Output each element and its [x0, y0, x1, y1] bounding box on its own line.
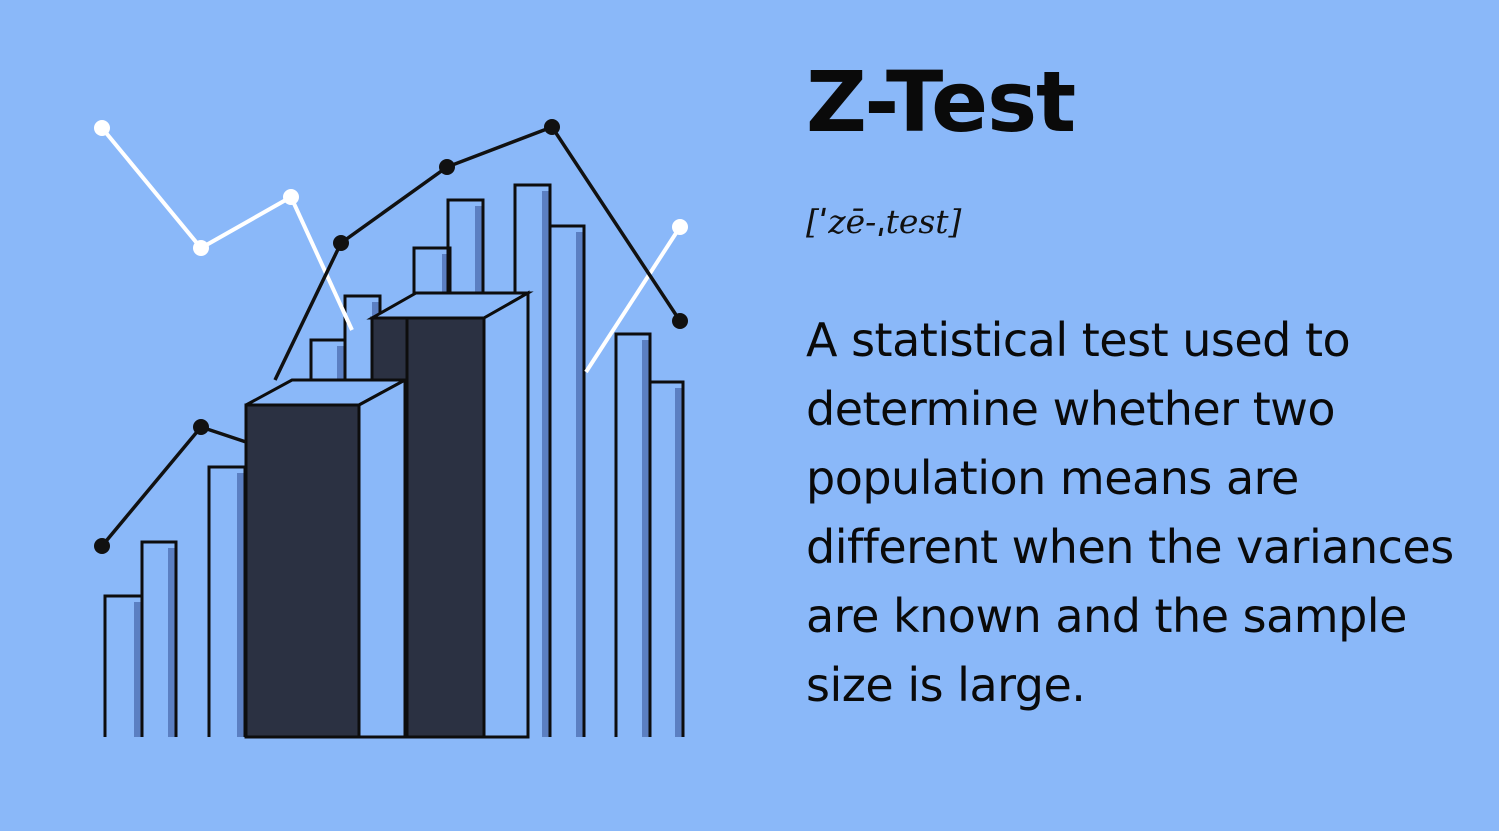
bar-shadow-10 — [642, 340, 649, 737]
white-line-segment-b — [584, 225, 682, 374]
block-1-front — [244, 403, 361, 739]
black-point-4 — [439, 159, 455, 175]
bar-10 — [614, 332, 652, 737]
bar-2 — [140, 540, 178, 737]
definition-panel: Z-Test [ˈzē-ˌtest] A statistical test us… — [806, 52, 1466, 720]
dark-blocks — [244, 290, 534, 739]
bar-11 — [648, 380, 685, 737]
page-title: Z-Test — [806, 53, 1076, 151]
white-point-3 — [283, 189, 299, 205]
block-1-side — [357, 377, 407, 739]
bar-3 — [207, 465, 247, 737]
white-point-4 — [672, 219, 688, 235]
black-point-2 — [193, 419, 209, 435]
black-point-6 — [672, 313, 688, 329]
block-2-upper — [370, 316, 409, 382]
white-point-2 — [193, 240, 209, 256]
bar-shadow-9 — [576, 232, 583, 737]
white-point-1 — [94, 120, 110, 136]
bar-shadow-11 — [675, 388, 682, 737]
bar-shadow-1 — [134, 602, 141, 737]
block-2-front — [405, 316, 486, 739]
bar-1 — [103, 594, 144, 737]
block-2-side — [482, 290, 530, 739]
black-trend-line — [94, 119, 688, 554]
bar-chart-illustration — [94, 119, 688, 739]
bar-shadow-3 — [237, 473, 244, 737]
bar-shadow-2 — [168, 548, 175, 737]
white-trend-line — [94, 120, 688, 374]
black-point-3 — [333, 235, 349, 251]
bar-9 — [548, 224, 586, 737]
definition-text: A statistical test used to determine whe… — [806, 313, 1454, 712]
black-point-1 — [94, 538, 110, 554]
bar-shadow-8 — [542, 191, 549, 737]
black-point-5 — [544, 119, 560, 135]
white-line-segment-a — [100, 126, 354, 331]
pronunciation-text: [ˈzē-ˌtest] — [806, 202, 962, 241]
